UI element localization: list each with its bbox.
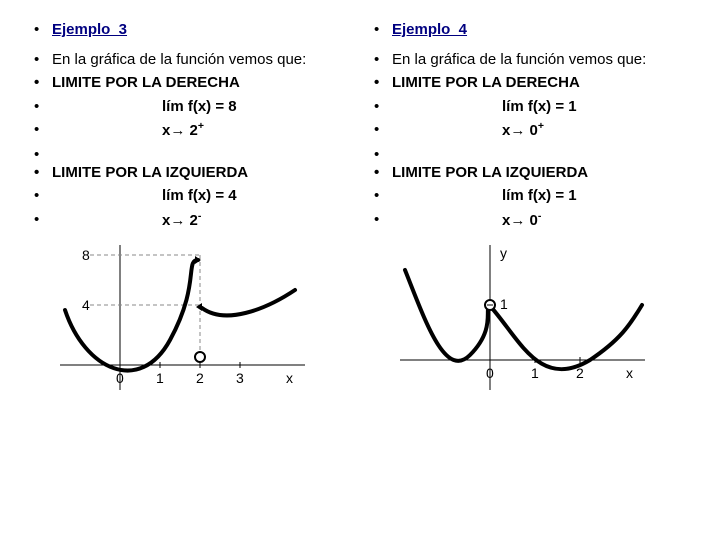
- chart-ejemplo-4: y 1 0 1 2 x: [390, 240, 670, 400]
- svg-text:1: 1: [156, 370, 164, 386]
- limite-izquierda-arrow-4: x→ 0-: [502, 210, 541, 231]
- spacer: [370, 145, 690, 159]
- limite-izquierda-label-4: LIMITE POR LA IZQUIERDA: [370, 163, 690, 183]
- intro-text-4: En la gráfica de la función vemos que:: [370, 50, 690, 70]
- limite-izquierda-expr-3: lím f(x) = 4: [162, 186, 237, 206]
- example-3-column: Ejemplo_3 En la gráfica de la función ve…: [30, 20, 350, 400]
- limite-derecha-expr-4: lím f(x) = 1: [502, 97, 577, 117]
- limite-derecha-expr-3: lím f(x) = 8: [162, 97, 237, 117]
- example-3-title: Ejemplo_3: [52, 21, 127, 38]
- svg-text:2: 2: [196, 370, 204, 386]
- svg-text:2: 2: [576, 365, 584, 381]
- limite-izquierda-label-3: LIMITE POR LA IZQUIERDA: [30, 163, 350, 183]
- svg-text:0: 0: [486, 365, 494, 381]
- svg-text:1: 1: [531, 365, 539, 381]
- spacer: [30, 145, 350, 159]
- chart-ejemplo-3: 8 4 0 1 2 3 x: [50, 240, 330, 400]
- intro-text-3: En la gráfica de la función vemos que:: [30, 50, 350, 70]
- svg-text:x: x: [626, 365, 633, 381]
- svg-text:x: x: [286, 370, 293, 386]
- svg-text:8: 8: [82, 247, 90, 263]
- limite-derecha-arrow-4: x→ 0+: [502, 120, 544, 141]
- limite-izquierda-arrow-3: x→ 2-: [162, 210, 201, 231]
- example-4-column: Ejemplo_4 En la gráfica de la función ve…: [370, 20, 690, 400]
- svg-text:4: 4: [82, 297, 90, 313]
- limite-derecha-label-3: LIMITE POR LA DERECHA: [30, 73, 350, 93]
- svg-text:1: 1: [500, 296, 508, 312]
- limite-derecha-label-4: LIMITE POR LA DERECHA: [370, 73, 690, 93]
- example-4-title: Ejemplo_4: [392, 21, 467, 38]
- svg-text:3: 3: [236, 370, 244, 386]
- limite-derecha-arrow-3: x→ 2+: [162, 120, 204, 141]
- svg-text:y: y: [500, 245, 507, 261]
- limite-izquierda-expr-4: lím f(x) = 1: [502, 186, 577, 206]
- svg-text:0: 0: [116, 370, 124, 386]
